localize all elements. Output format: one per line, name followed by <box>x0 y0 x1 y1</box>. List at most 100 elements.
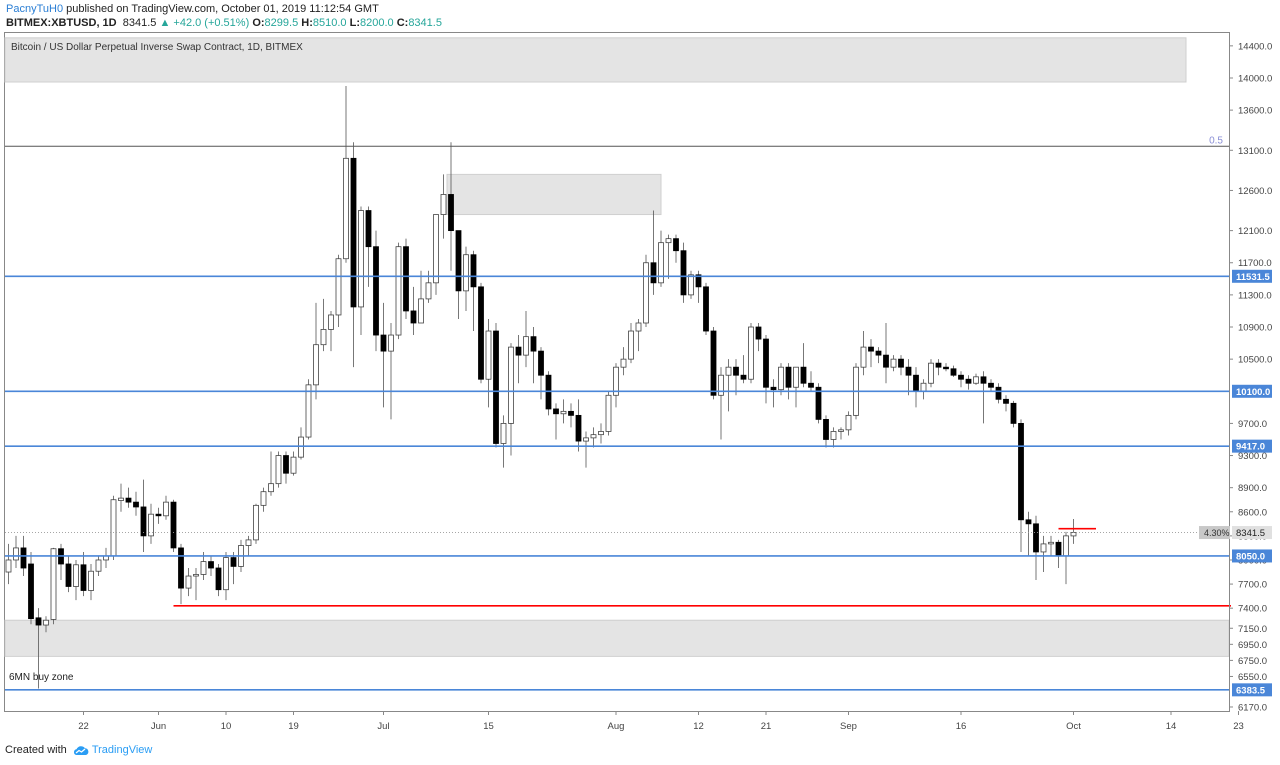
x-tick-label: Aug <box>608 721 625 732</box>
candle-up <box>778 366 784 391</box>
x-tick-label: 23 <box>1233 721 1244 732</box>
candle-up <box>5 559 12 573</box>
candle-up <box>260 491 267 506</box>
candle-up <box>1040 543 1047 553</box>
close-value: 8341.5 <box>408 17 442 29</box>
candles-layer <box>5 86 1077 689</box>
candle-down <box>545 374 552 410</box>
candle-up <box>358 210 364 308</box>
candle-up <box>928 362 934 384</box>
price-chart[interactable]: 0.5 Bitcoin / US Dollar Perpetual Invers… <box>0 32 1280 742</box>
candle-up <box>635 322 642 332</box>
candle-up <box>688 274 694 296</box>
candle-up <box>328 314 334 330</box>
candle-up <box>793 366 799 388</box>
y-tick-label: 8600.0 <box>1238 507 1267 518</box>
x-tick-label: 21 <box>761 721 772 732</box>
candle-down <box>1018 423 1024 521</box>
candle-up <box>620 358 627 368</box>
candle-up <box>13 547 19 561</box>
candle-down <box>883 354 889 368</box>
candle-down <box>283 455 289 474</box>
y-tick-label: 10500.0 <box>1238 355 1272 366</box>
candle-up <box>920 382 927 392</box>
candle-down <box>568 410 574 416</box>
y-tick-label: 11700.0 <box>1238 258 1272 269</box>
lines-layer: 0.5 <box>5 135 1231 691</box>
chart-title-background <box>8 39 328 53</box>
candle-down <box>230 557 237 567</box>
candle-down <box>1025 519 1032 525</box>
candle-up <box>418 298 424 324</box>
open-value: 8299.5 <box>264 17 299 29</box>
candle-up <box>628 330 634 360</box>
candle-up <box>110 499 117 557</box>
candle-up <box>890 358 897 368</box>
candle-down <box>28 563 34 620</box>
y-axis[interactable]: 14400.0 14000.0 13600.0 13100.0 12600.0 12100… <box>1229 33 1272 713</box>
last-price-badge <box>1232 526 1272 540</box>
candle-down <box>538 350 544 376</box>
candle-down <box>740 374 747 380</box>
candle-up <box>845 414 852 431</box>
y-tick-label: 6170.0 <box>1238 702 1267 713</box>
candle-down <box>935 362 942 368</box>
candle-up <box>163 501 169 517</box>
candle-down <box>943 366 949 370</box>
high-value: 8510.0 <box>312 17 347 29</box>
candle-up <box>148 513 154 537</box>
candle-down <box>680 250 687 296</box>
percent-label: 4.30% <box>1204 528 1230 538</box>
x-axis[interactable]: 22 Jun 10 19 Jul 15 Aug 12 21 Sep 16 Oct 14 23 <box>5 711 1244 732</box>
candle-down <box>35 617 42 626</box>
candle-down <box>958 374 964 380</box>
candle-up <box>343 157 349 260</box>
y-tick-label: 7400.0 <box>1238 604 1267 615</box>
candle-up <box>973 376 979 384</box>
candle-up <box>860 346 867 368</box>
candle-up <box>305 384 312 438</box>
y-tick-label: 6950.0 <box>1238 640 1267 651</box>
candle-down <box>905 366 912 376</box>
fib-label: 0.5 <box>1209 135 1223 146</box>
tradingview-brand-link[interactable]: TradingView <box>91 744 153 756</box>
candle-down <box>898 358 904 368</box>
level-price-label: 11531.5 <box>1236 272 1271 283</box>
candle-up <box>313 344 319 386</box>
author-link[interactable]: PacnyTuH0 <box>6 3 64 15</box>
y-tick-label: 9300.0 <box>1238 451 1267 462</box>
candle-down <box>208 561 214 569</box>
price-change: ▲ +42.0 (+0.51%) <box>159 17 250 29</box>
y-tick-label: 7700.0 <box>1238 580 1267 591</box>
candle-up <box>508 346 514 424</box>
candle-up <box>253 504 259 541</box>
candle-down <box>455 230 462 292</box>
footer: Created with TradingView <box>5 744 152 756</box>
candle-down <box>515 346 522 356</box>
candle-up <box>275 455 282 485</box>
candle-up <box>290 456 297 474</box>
x-tick-label: 14 <box>1166 721 1177 732</box>
candle-down <box>808 382 814 388</box>
y-tick-label: 7150.0 <box>1238 624 1267 635</box>
percent-badge <box>1199 526 1230 540</box>
low-value: 8200.0 <box>359 17 394 29</box>
candle-up <box>838 429 844 432</box>
buy-zone-annotation: 6MN buy zone <box>9 672 74 683</box>
candle-down <box>403 246 409 312</box>
candle-up <box>598 431 604 436</box>
candle-up <box>643 262 649 324</box>
candle-down <box>140 506 147 537</box>
candle-down <box>20 547 27 569</box>
candle-up <box>335 258 342 316</box>
candle-down <box>815 386 822 420</box>
candle-down <box>380 334 387 352</box>
candle-down <box>65 563 72 587</box>
candle-up <box>718 374 724 396</box>
candle-down <box>530 336 537 352</box>
candle-down <box>373 246 379 336</box>
candle-up <box>193 574 199 577</box>
candle-down <box>410 310 417 324</box>
candle-down <box>868 346 874 352</box>
created-with-label: Created with <box>5 744 67 756</box>
